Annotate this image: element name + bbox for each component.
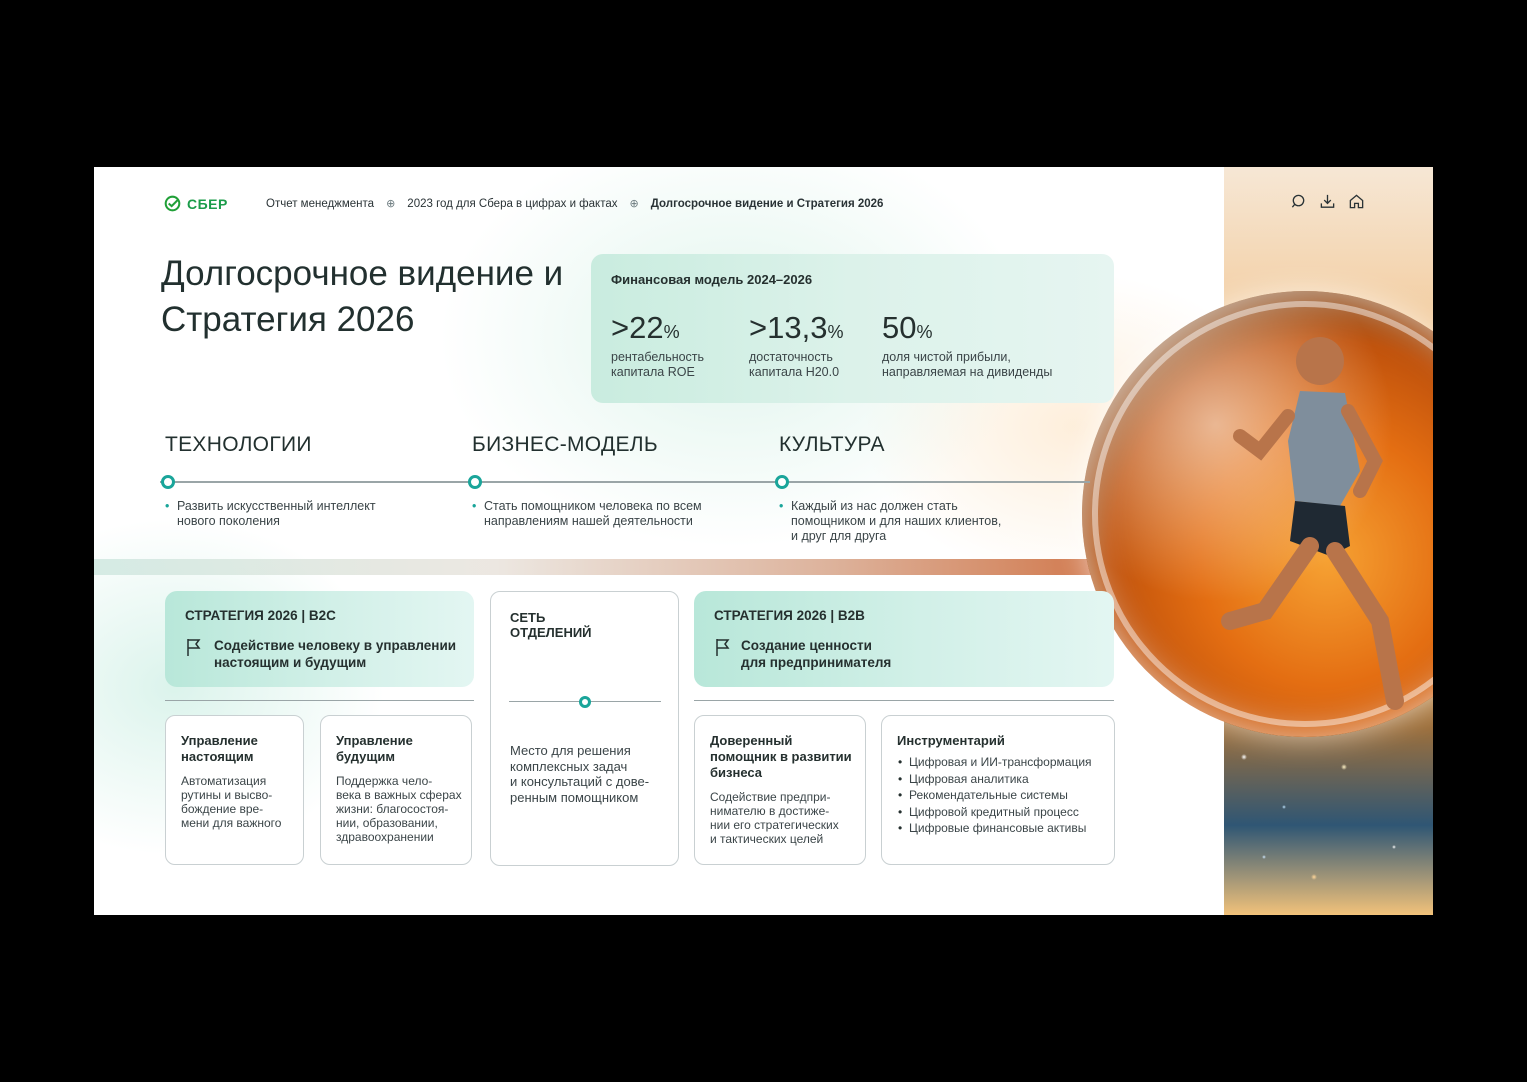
card-toolkit: Инструментарий Цифровая и ИИ-трансформац… [881, 715, 1115, 865]
metric-value: >13,3 [749, 310, 827, 345]
metric-unit: % [916, 322, 932, 342]
pillar-business-model: БИЗНЕС-МОДЕЛЬ [472, 433, 658, 457]
sparkles-decoration [1224, 727, 1433, 915]
divider [694, 700, 1114, 701]
sber-logo-icon [164, 195, 181, 212]
branch-network-text: Место для решения комплексных задач и ко… [510, 743, 649, 805]
timeline-dot [161, 475, 175, 489]
timeline-dot [468, 475, 482, 489]
financial-model-title: Финансовая модель 2024–2026 [611, 272, 812, 287]
download-icon[interactable] [1319, 193, 1336, 210]
metric-unit: % [664, 322, 680, 342]
strategy-b2b-panel: СТРАТЕГИЯ 2026 | B2B Создание ценности д… [694, 591, 1114, 687]
slide: СБЕР Отчет менеджмента ⊕ 2023 год для Сб… [94, 167, 1433, 915]
pillar-technologies: ТЕХНОЛОГИИ [165, 433, 312, 457]
pillar-timeline [160, 481, 1090, 483]
card-title: Инструментарий [897, 733, 1005, 749]
breadcrumb-arrow-icon: ⊕ [630, 197, 639, 210]
pillar-text: Каждый из нас должен стать помощником и … [779, 499, 1001, 544]
runner-illustration [1170, 321, 1430, 721]
pillar-text: Стать помощником человека по всем направ… [472, 499, 702, 529]
pillar-culture: КУЛЬТУРА [779, 433, 885, 457]
card-text: Поддержка чело- века в важных сферах жиз… [336, 774, 462, 844]
strategy-b2c-panel: СТРАТЕГИЯ 2026 | B2C Содействие человеку… [165, 591, 474, 687]
search-icon[interactable] [1290, 193, 1307, 210]
branch-network-dot [579, 696, 591, 708]
card-title: Управление настоящим [181, 733, 258, 765]
toolkit-list: Цифровая и ИИ-трансформация Цифровая ана… [897, 754, 1092, 837]
home-icon[interactable] [1348, 193, 1365, 210]
flag-icon [714, 637, 732, 657]
branch-network-card: СЕТЬ ОТДЕЛЕНИЙ Место для решения комплек… [490, 591, 679, 866]
breadcrumb-item-management-report[interactable]: Отчет менеджмента [266, 198, 374, 210]
toolbar [1290, 193, 1365, 210]
card-manage-present: Управление настоящим Автоматизация рутин… [165, 715, 304, 865]
list-item: Цифровой кредитный процесс [909, 804, 1092, 821]
card-text: Автоматизация рутины и высво- бождение в… [181, 774, 281, 830]
breadcrumb-arrow-icon: ⊕ [386, 197, 395, 210]
page-title: Долгосрочное видение и Стратегия 2026 [161, 251, 581, 343]
strategy-b2b-goal: Создание ценности для предпринимателя [741, 637, 891, 671]
pillar-title: КУЛЬТУРА [779, 433, 885, 457]
breadcrumb-item-current[interactable]: Долгосрочное видение и Стратегия 2026 [651, 198, 884, 210]
list-item: Цифровая аналитика [909, 771, 1092, 788]
metric-unit: % [827, 322, 843, 342]
sber-logo[interactable]: СБЕР [164, 195, 228, 212]
pillar-title: БИЗНЕС-МОДЕЛЬ [472, 433, 658, 457]
strategy-b2c-goal: Содействие человеку в управлении настоящ… [214, 637, 456, 671]
list-item: Цифровая и ИИ-трансформация [909, 754, 1092, 771]
card-title: Управление будущим [336, 733, 413, 765]
flag-icon [185, 637, 203, 657]
card-text: Содействие предпри- нимателю в достиже- … [710, 790, 839, 846]
metric-dividends: 50% доля чистой прибыли, направляемая на… [882, 312, 1072, 380]
strategy-b2c-title: СТРАТЕГИЯ 2026 | B2C [185, 608, 336, 623]
card-manage-future: Управление будущим Поддержка чело- века … [320, 715, 472, 865]
branch-network-title: СЕТЬ ОТДЕЛЕНИЙ [510, 610, 592, 640]
timeline-dot [775, 475, 789, 489]
metric-value: 50 [882, 310, 916, 345]
card-title: Доверенный помощник в развитии бизнеса [710, 733, 852, 781]
divider [165, 700, 474, 701]
card-trusted-assistant: Доверенный помощник в развитии бизнеса С… [694, 715, 866, 865]
metric-label: доля чистой прибыли, направляемая на див… [882, 350, 1072, 380]
breadcrumb: Отчет менеджмента ⊕ 2023 год для Сбера в… [266, 197, 883, 210]
pillar-text: Развить искусственный интеллект нового п… [165, 499, 376, 529]
strategy-b2b-title: СТРАТЕГИЯ 2026 | B2B [714, 608, 865, 623]
metric-value: >22 [611, 310, 664, 345]
pillar-title: ТЕХНОЛОГИИ [165, 433, 312, 457]
financial-model-panel: Финансовая модель 2024–2026 >22% рентабе… [591, 254, 1114, 403]
list-item: Рекомендательные системы [909, 787, 1092, 804]
logo-text: СБЕР [187, 196, 228, 212]
breadcrumb-item-2023-facts[interactable]: 2023 год для Сбера в цифрах и фактах [407, 198, 617, 210]
list-item: Цифровые финансовые активы [909, 820, 1092, 837]
